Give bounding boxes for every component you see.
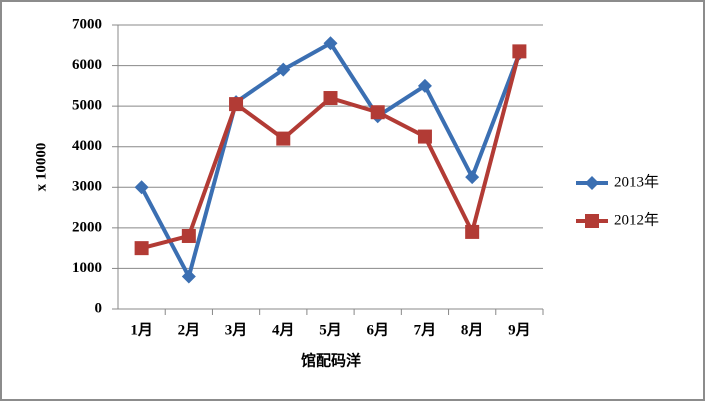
point — [323, 36, 338, 51]
point — [512, 44, 527, 59]
y-tick-label: 6000 — [72, 57, 102, 73]
x-tick-label: 5月 — [319, 321, 342, 338]
x-tick-label: 6月 — [366, 321, 389, 338]
y-axis-label: x 10000 — [33, 143, 49, 192]
point — [181, 269, 196, 284]
legend-marker — [585, 214, 599, 228]
x-axis-label: 馆配码洋 — [301, 351, 361, 369]
x-tick-label: 8月 — [461, 321, 484, 338]
y-tick-label: 4000 — [72, 138, 102, 154]
point — [229, 97, 244, 112]
y-tick-label: 3000 — [72, 179, 102, 195]
x-tick-label: 3月 — [225, 321, 248, 338]
legend-label: 2013年 — [614, 173, 659, 190]
x-tick-label: 2月 — [178, 321, 201, 338]
point — [134, 180, 149, 195]
point — [370, 105, 385, 120]
y-tick-label: 7000 — [72, 16, 102, 32]
legend-label: 2012年 — [614, 211, 659, 228]
legend-marker — [585, 176, 599, 190]
x-tick-label: 7月 — [414, 321, 437, 338]
point — [417, 78, 432, 93]
y-tick-label: 5000 — [72, 98, 102, 114]
y-tick-label: 0 — [95, 300, 103, 316]
point — [276, 131, 291, 146]
x-tick-label: 9月 — [508, 321, 531, 338]
point — [134, 241, 149, 256]
x-tick-label: 4月 — [272, 321, 295, 338]
point — [276, 62, 291, 77]
point — [465, 224, 480, 239]
point — [323, 91, 338, 106]
point — [417, 129, 432, 144]
x-tick-label: 1月 — [130, 321, 153, 338]
y-tick-label: 2000 — [72, 219, 102, 235]
y-tick-label: 1000 — [72, 260, 102, 276]
point — [181, 228, 196, 243]
point — [465, 170, 480, 185]
